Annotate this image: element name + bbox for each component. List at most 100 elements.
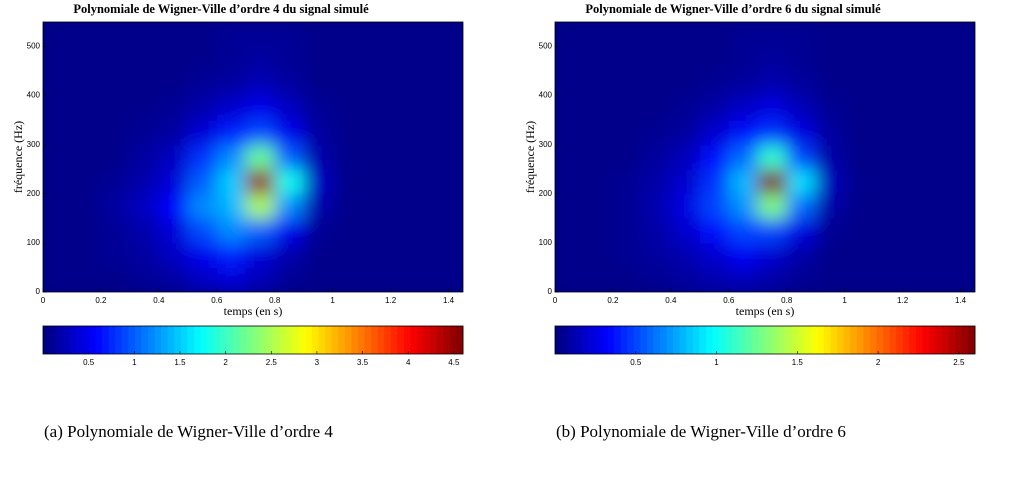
- colorbar-step: [574, 326, 582, 354]
- heatmap-cell: [583, 267, 614, 292]
- colorbar-step: [673, 326, 681, 354]
- y-tick-label: 500: [539, 42, 553, 51]
- colorbar-step: [876, 326, 884, 354]
- heatmap-cell: [931, 46, 962, 72]
- colorbar-step: [128, 326, 136, 354]
- colorbar-step: [856, 326, 864, 354]
- heatmap-cell: [902, 169, 933, 195]
- x-tick-label: 1.2: [897, 296, 909, 305]
- heatmap-cell: [699, 193, 730, 219]
- heatmap-cell: [274, 267, 305, 292]
- heatmap-cell: [158, 193, 189, 219]
- heatmap-cell: [187, 144, 218, 170]
- heatmap-cell: [699, 22, 730, 48]
- heatmap-cell: [274, 22, 305, 48]
- heatmap-cell: [757, 218, 788, 244]
- colorbar-step: [193, 326, 201, 354]
- heatmap-cell: [844, 71, 875, 97]
- chart-title: Polynomiale de Wigner-Ville d’ordre 4 du…: [73, 2, 369, 16]
- colorbar-step: [679, 326, 687, 354]
- heatmap-cell: [873, 242, 904, 268]
- heatmap-cell: [583, 218, 614, 244]
- heatmap-cell: [71, 22, 102, 48]
- heatmap-cell: [873, 120, 904, 146]
- heatmap-cell: [129, 267, 160, 292]
- colorbar-step: [285, 326, 293, 354]
- colorbar-step: [692, 326, 700, 354]
- heatmap-cell: [361, 267, 392, 292]
- heatmap-cells: [43, 22, 463, 292]
- heatmap-cell: [815, 242, 846, 268]
- colorbar-step: [738, 326, 746, 354]
- y-tick-label: 100: [27, 238, 41, 247]
- heatmap-cell: [187, 242, 218, 268]
- heatmap-cell: [699, 144, 730, 170]
- heatmap-cell: [815, 267, 846, 292]
- heatmap-cell: [902, 193, 933, 219]
- colorbar-step: [929, 326, 937, 354]
- heatmap-cell: [583, 71, 614, 97]
- heatmap-cell: [71, 218, 102, 244]
- heatmap-cell: [100, 22, 131, 48]
- heatmap-cell: [555, 144, 585, 170]
- colorbar-step: [325, 326, 333, 354]
- plot-frame: [42, 21, 464, 293]
- colorbar-step: [653, 326, 661, 354]
- heatmap-cell: [390, 218, 421, 244]
- x-axis-label: temps (en s): [736, 304, 795, 318]
- colorbar-step: [102, 326, 110, 354]
- colorbar-frame: [554, 325, 976, 355]
- colorbar-step: [810, 326, 818, 354]
- colorbar-step: [213, 326, 221, 354]
- colorbar-tick-label: 1.5: [792, 358, 804, 367]
- heatmap-cell: [361, 193, 392, 219]
- heatmap-cell: [332, 193, 363, 219]
- colorbar-step: [666, 326, 674, 354]
- colorbar-step: [259, 326, 267, 354]
- heatmap-cell: [390, 144, 421, 170]
- colorbar-step: [804, 326, 812, 354]
- heatmap-cell: [129, 218, 160, 244]
- heatmap-cell: [332, 71, 363, 97]
- x-tick-label: 0.2: [607, 296, 619, 305]
- heatmap-cell: [612, 144, 643, 170]
- heatmap-cell: [902, 120, 933, 146]
- heatmap-cell: [216, 22, 247, 48]
- colorbar-step: [751, 326, 759, 354]
- heatmap-cell: [100, 218, 131, 244]
- heatmap-cell: [303, 267, 334, 292]
- heatmap-cell: [555, 22, 585, 48]
- heatmap-cell: [699, 267, 730, 292]
- colorbar-step: [344, 326, 352, 354]
- colorbar-step: [200, 326, 208, 354]
- heatmap-cell: [873, 22, 904, 48]
- colorbar-step: [187, 326, 195, 354]
- heatmap-cell: [728, 242, 759, 268]
- heatmap-cell: [757, 169, 788, 195]
- plot-frame: [554, 21, 976, 293]
- y-tick-label: 400: [539, 91, 553, 100]
- heatmap-cell: [757, 120, 788, 146]
- colorbar-step: [49, 326, 57, 354]
- heatmap-cell: [187, 120, 218, 146]
- heatmap-cell: [786, 144, 817, 170]
- heatmap-cell: [815, 218, 846, 244]
- y-axis-label: fréquence (Hz): [523, 121, 537, 193]
- heatmap-cell: [71, 267, 102, 292]
- heatmap-cell: [332, 267, 363, 292]
- heatmap-cell: [612, 120, 643, 146]
- colorbar-step: [305, 326, 313, 354]
- heatmap-cell: [641, 193, 672, 219]
- heatmap-cell: [960, 144, 975, 170]
- heatmap-cell: [71, 144, 102, 170]
- heatmap-cell: [448, 169, 463, 195]
- heatmap-cell: [216, 169, 247, 195]
- heatmap-cell: [757, 22, 788, 48]
- colorbar-step: [889, 326, 897, 354]
- colorbar-step: [850, 326, 858, 354]
- colorbar-tick-label: 2: [223, 358, 228, 367]
- y-axis-label: fréquence (Hz): [11, 121, 25, 193]
- heatmap-cell: [931, 267, 962, 292]
- heatmap-cell: [245, 95, 276, 121]
